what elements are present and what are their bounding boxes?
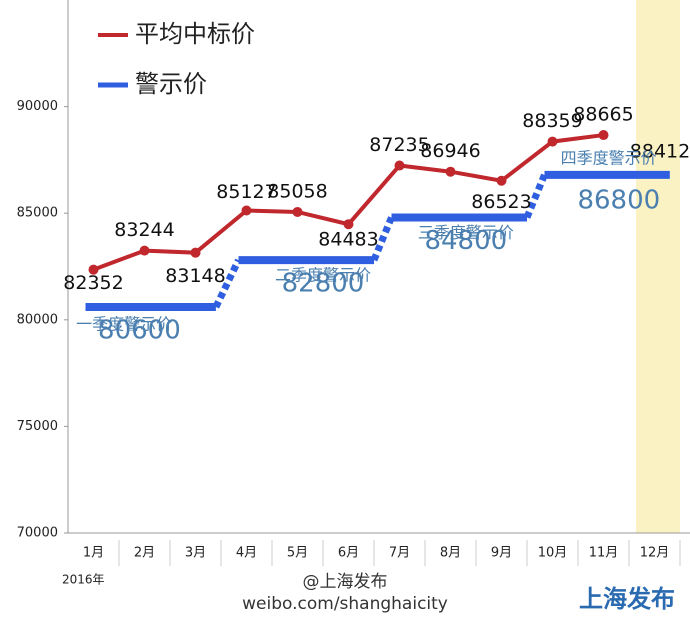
x-tick-label: 12月 [640,546,670,561]
point [343,219,354,230]
point [139,245,150,256]
point [241,205,252,216]
warning-connector [370,216,395,262]
footer-logo: 上海发布 [579,585,675,613]
y-tick-label: 90000 [17,99,58,114]
legend-label: 警示价 [135,70,207,98]
point [394,160,405,171]
point [292,206,303,217]
x-tick-label: 10月 [538,546,568,561]
highlight-column [636,0,680,533]
x-tick-label: 6月 [338,546,359,561]
x-tick-label: 4月 [236,546,257,561]
y-tick-label: 85000 [17,206,58,221]
warning-connector [212,258,242,309]
point [190,247,201,258]
point [547,136,558,147]
x-tick-label: 1月 [83,546,104,561]
footer-url: weibo.com/shanghaicity [242,594,448,614]
x-tick-label: 8月 [440,546,461,561]
value-label: 85127 [216,181,276,203]
x-tick-label: 11月 [589,546,619,561]
value-label: 88359 [522,110,582,132]
y-tick-label: 70000 [17,526,58,541]
warning-name: 一季度警示价 [76,315,172,334]
footer-account: @上海发布 [303,572,388,592]
x-tick-label: 7月 [389,546,410,561]
warning-name: 三季度警示价 [418,223,514,242]
warning-value: 86800 [577,185,660,215]
value-label: 82352 [63,272,123,294]
x-tick-label: 3月 [185,546,206,561]
legend-label: 平均中标价 [135,20,255,48]
warning-name: 二季度警示价 [275,266,371,285]
point [88,264,99,275]
x-tick-label: 9月 [491,546,512,561]
warning-value: 82800 [282,269,365,299]
y-tick-label: 80000 [17,312,58,327]
warning-value: 84800 [424,226,507,256]
value-label: 84483 [318,229,378,251]
point [598,130,609,141]
value-label: 87235 [369,134,429,156]
point [445,166,456,177]
value-label: 86946 [420,140,480,162]
x-note: 2016年 [62,573,105,587]
x-tick-label: 5月 [287,546,308,561]
point [496,175,507,186]
warning-connector [523,173,548,219]
value-label: 88665 [573,104,633,126]
value-label: 83148 [165,265,225,287]
y-tick-label: 75000 [17,419,58,434]
x-tick-label: 2月 [134,546,155,561]
annotation: 88412 [630,141,690,163]
warning-value: 80600 [98,316,181,346]
value-label: 86523 [471,191,531,213]
warning-name: 四季度警示价 [561,148,657,167]
value-label: 83244 [114,219,174,241]
value-label: 85058 [267,180,327,202]
